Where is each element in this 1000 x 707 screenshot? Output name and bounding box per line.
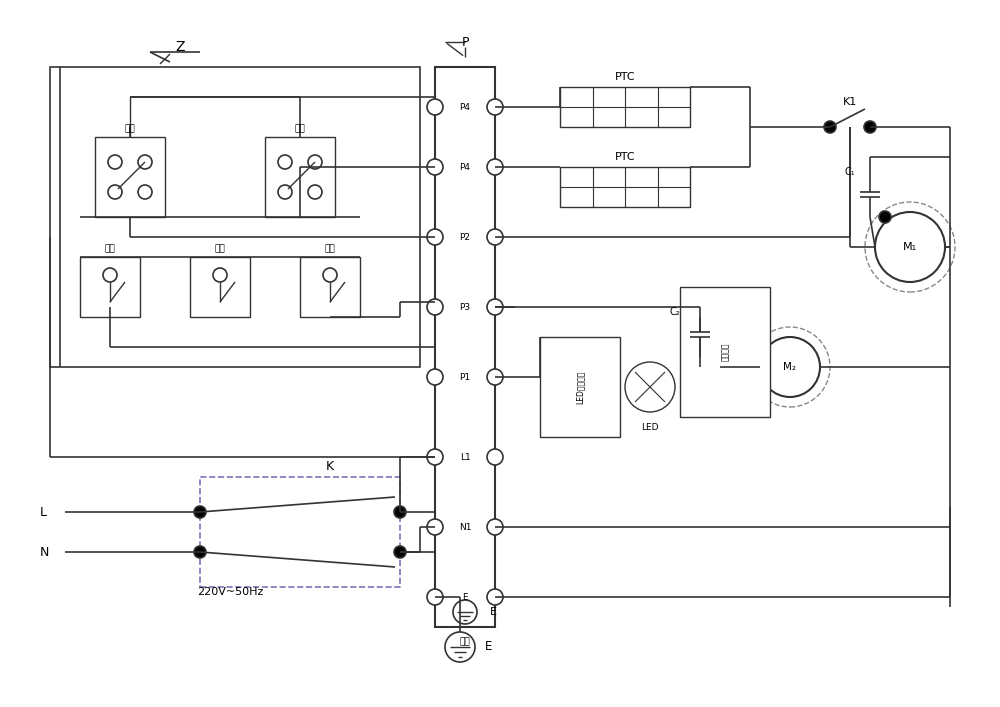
Text: 取暖: 取暖 (125, 124, 135, 134)
Circle shape (213, 268, 227, 282)
Circle shape (879, 211, 891, 223)
Text: C₂: C₂ (669, 307, 680, 317)
Circle shape (487, 159, 503, 175)
Text: K1: K1 (843, 97, 857, 107)
Text: P4: P4 (460, 103, 471, 112)
Circle shape (103, 268, 117, 282)
Circle shape (108, 155, 122, 169)
Text: 照明: 照明 (105, 245, 115, 254)
Bar (200, 477, 400, 587)
Bar (680, 287, 770, 417)
Circle shape (487, 229, 503, 245)
Text: PTC: PTC (615, 72, 635, 82)
Text: Z: Z (175, 40, 185, 54)
Text: P2: P2 (460, 233, 471, 242)
Circle shape (308, 155, 322, 169)
Text: K: K (326, 460, 334, 474)
Circle shape (487, 299, 503, 315)
Bar (540, 337, 620, 437)
Circle shape (427, 519, 443, 535)
Text: N1: N1 (459, 522, 471, 532)
Circle shape (194, 506, 206, 518)
Circle shape (760, 337, 820, 397)
Circle shape (138, 185, 152, 199)
Bar (435, 67, 495, 627)
Text: P3: P3 (459, 303, 471, 312)
Text: M₂: M₂ (784, 362, 796, 372)
Circle shape (487, 99, 503, 115)
Text: C₁: C₁ (844, 167, 855, 177)
Text: 吹风: 吹风 (325, 245, 335, 254)
Text: P: P (461, 35, 469, 49)
Circle shape (487, 369, 503, 385)
Text: 数码显示: 数码显示 (720, 343, 730, 361)
Text: N: N (40, 546, 49, 559)
Text: M₁: M₁ (903, 242, 917, 252)
Circle shape (278, 185, 292, 199)
Bar (50, 67, 420, 367)
Circle shape (427, 159, 443, 175)
Bar (50, 67, 420, 367)
Bar (300, 257, 360, 317)
Text: P4: P4 (460, 163, 471, 172)
Circle shape (864, 121, 876, 133)
Circle shape (138, 155, 152, 169)
Circle shape (625, 362, 675, 412)
Text: L: L (40, 506, 47, 518)
Text: P1: P1 (459, 373, 471, 382)
Circle shape (427, 589, 443, 605)
Bar (265, 137, 335, 217)
Text: 取暖: 取暖 (295, 124, 305, 134)
Text: PTC: PTC (615, 152, 635, 162)
Text: LED: LED (641, 423, 659, 431)
Circle shape (487, 449, 503, 465)
Text: L1: L1 (460, 452, 470, 462)
Circle shape (394, 546, 406, 558)
Circle shape (108, 185, 122, 199)
Circle shape (323, 268, 337, 282)
Circle shape (427, 449, 443, 465)
Circle shape (453, 600, 477, 624)
Circle shape (875, 212, 945, 282)
Circle shape (308, 185, 322, 199)
Circle shape (487, 589, 503, 605)
Text: 黄绿: 黄绿 (460, 638, 470, 646)
Circle shape (824, 121, 836, 133)
Text: 换气: 换气 (215, 245, 225, 254)
Text: E: E (462, 592, 468, 602)
Circle shape (487, 519, 503, 535)
Text: E: E (485, 641, 492, 653)
Circle shape (427, 369, 443, 385)
Circle shape (427, 229, 443, 245)
Circle shape (194, 546, 206, 558)
Circle shape (394, 506, 406, 518)
Circle shape (445, 632, 475, 662)
Bar (560, 167, 690, 207)
Text: 220V~50Hz: 220V~50Hz (197, 587, 263, 597)
Circle shape (427, 299, 443, 315)
Bar (95, 137, 165, 217)
Text: LED控制装置: LED控制装置 (576, 370, 584, 404)
Circle shape (278, 155, 292, 169)
Circle shape (427, 99, 443, 115)
Bar (80, 257, 140, 317)
Text: E: E (490, 607, 497, 617)
Bar (190, 257, 250, 317)
Bar (560, 87, 690, 127)
